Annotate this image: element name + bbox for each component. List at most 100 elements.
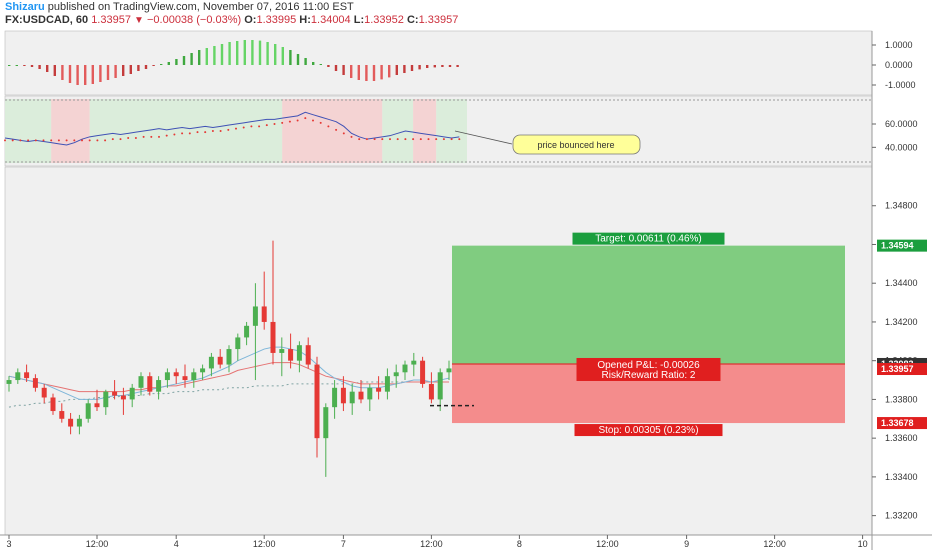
rsi-signal-dot bbox=[435, 138, 438, 141]
candle-body bbox=[182, 376, 188, 381]
rsi-signal-dot bbox=[127, 137, 130, 139]
candle-body bbox=[15, 372, 21, 381]
rsi-band bbox=[5, 99, 52, 163]
histogram-bar bbox=[410, 65, 414, 71]
rsi-signal-dot bbox=[50, 139, 53, 142]
histogram-bar bbox=[426, 65, 429, 68]
rsi-signal-dot bbox=[419, 138, 422, 141]
rsi-signal-dot bbox=[42, 139, 45, 142]
candle-body bbox=[270, 321, 276, 353]
rsi-signal-dot bbox=[335, 128, 338, 131]
callout-pointer bbox=[454, 130, 513, 145]
histogram-bar bbox=[84, 65, 87, 85]
histogram-bar bbox=[266, 42, 269, 65]
histogram-bar bbox=[122, 65, 125, 76]
histogram-bar bbox=[380, 65, 383, 80]
candle-body bbox=[340, 387, 346, 404]
histogram-bar bbox=[441, 65, 444, 67]
candle-body bbox=[120, 395, 126, 400]
candle-body bbox=[244, 325, 250, 338]
histogram-bar bbox=[53, 65, 56, 76]
candle-body bbox=[85, 403, 91, 419]
low-label: L: bbox=[353, 14, 365, 26]
candle-body bbox=[217, 356, 223, 365]
stop-label: Stop: 0.00305 (0.23%) bbox=[598, 425, 698, 436]
candle-body bbox=[376, 387, 382, 392]
histogram-bar bbox=[388, 65, 391, 78]
price-change: −0.00038 (−0.03%) bbox=[146, 14, 242, 26]
rsi-signal-dot bbox=[27, 139, 30, 142]
histogram-bar bbox=[91, 65, 94, 84]
y-tick-label: 1.33600 bbox=[885, 433, 918, 443]
histogram-bar bbox=[228, 42, 231, 65]
candle-body bbox=[420, 360, 426, 384]
histogram-bar bbox=[190, 53, 193, 65]
candle-body bbox=[358, 391, 364, 400]
candle-body bbox=[279, 349, 285, 353]
candle-body bbox=[147, 376, 153, 392]
histogram-bar bbox=[365, 65, 368, 81]
histogram-bar bbox=[274, 44, 277, 65]
candle-body bbox=[446, 368, 452, 373]
histogram-bar bbox=[312, 62, 315, 65]
rsi-signal-dot bbox=[412, 138, 415, 141]
rsi-signal-dot bbox=[381, 138, 384, 141]
histogram-bar bbox=[46, 65, 49, 72]
rsi-signal-dot bbox=[312, 119, 314, 122]
rsi-signal-dot bbox=[273, 123, 276, 125]
price-tag-bg bbox=[877, 363, 927, 376]
rsi-signal-dot bbox=[288, 120, 291, 123]
x-tick-label: 3 bbox=[6, 539, 11, 549]
candle-body bbox=[437, 372, 443, 400]
candle-body bbox=[226, 349, 232, 365]
histogram-bar bbox=[38, 65, 41, 69]
target-label: Target: 0.00611 (0.46%) bbox=[595, 234, 702, 245]
histogram-bar bbox=[319, 64, 322, 65]
histogram-bar bbox=[175, 59, 178, 65]
rsi-signal-dot bbox=[4, 139, 6, 142]
rsi-signal-dot bbox=[188, 132, 191, 135]
candle-body bbox=[384, 376, 390, 392]
histogram-bar bbox=[106, 65, 110, 80]
histogram-bar bbox=[433, 65, 436, 68]
histogram-bar bbox=[160, 64, 163, 65]
candle-body bbox=[76, 418, 82, 427]
x-tick-label: 12:00 bbox=[420, 539, 443, 549]
histogram-bar bbox=[15, 65, 18, 66]
close-value: 1.33957 bbox=[418, 14, 459, 26]
rsi-signal-dot bbox=[258, 125, 261, 128]
rsi-signal-dot bbox=[211, 130, 214, 132]
rsi-signal-dot bbox=[19, 139, 22, 142]
candle-body bbox=[305, 345, 311, 365]
rsi-signal-dot bbox=[250, 125, 253, 128]
rsi-signal-dot bbox=[427, 138, 430, 141]
rsi-line bbox=[4, 111, 460, 146]
rsi-signal-dot bbox=[389, 138, 391, 141]
histogram-bar bbox=[334, 65, 338, 71]
price-tag-bg bbox=[877, 239, 927, 252]
histogram-bar bbox=[61, 65, 64, 80]
rsi-signal-dot bbox=[304, 117, 307, 120]
rsi-signal-dot bbox=[458, 138, 461, 141]
candle-body bbox=[428, 383, 434, 400]
rsi-signal-dot bbox=[350, 135, 353, 138]
price-tag: 1.34594 bbox=[881, 241, 914, 251]
rsi-signal-dot bbox=[281, 121, 284, 124]
rsi-signal-dot bbox=[81, 139, 83, 142]
last-price: 1.33957 bbox=[91, 14, 131, 26]
histogram-bar bbox=[342, 65, 345, 75]
histogram-bar bbox=[251, 40, 254, 65]
rsi-signal-dot bbox=[96, 139, 99, 142]
y-tick-label: 1.33200 bbox=[885, 511, 918, 521]
stop-label-bg bbox=[574, 424, 723, 437]
author-name[interactable]: Shizaru bbox=[5, 1, 45, 13]
rsi-signal-dot bbox=[34, 139, 37, 142]
rsi-signal-dot bbox=[150, 135, 153, 138]
target-zone bbox=[452, 245, 845, 364]
candle-body bbox=[6, 380, 12, 384]
rsi-signal-dot bbox=[65, 139, 68, 142]
candle-body bbox=[68, 418, 74, 427]
histogram-bar bbox=[281, 47, 284, 65]
histogram-bar bbox=[418, 65, 421, 70]
